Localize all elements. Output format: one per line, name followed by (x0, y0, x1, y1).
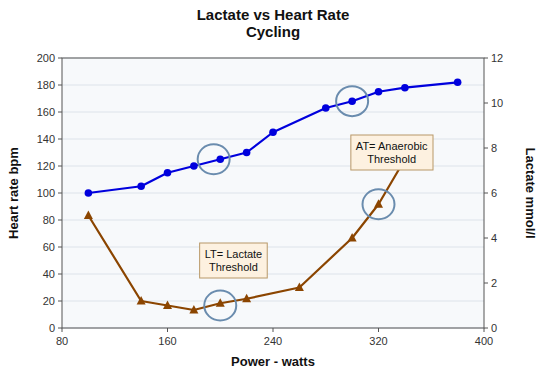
series-marker (216, 155, 224, 163)
series-marker (242, 294, 251, 303)
y-tick (58, 85, 62, 86)
y-tick (58, 247, 62, 248)
highlight-ellipse (336, 86, 368, 116)
x-tick-label: 400 (475, 335, 493, 347)
x-tick-label: 240 (264, 335, 282, 347)
highlight-ellipse (198, 144, 230, 174)
y-tick-label: 40 (43, 268, 55, 280)
annotation: LT= LactateThreshold (200, 243, 268, 278)
y2-tick (484, 328, 488, 329)
plot-area (62, 58, 484, 328)
y-axis-label: Heart rate bpm (6, 147, 21, 239)
y2-tick-label: 8 (491, 142, 497, 154)
y2-tick (484, 283, 488, 284)
x-tick-label: 80 (56, 335, 68, 347)
y2-tick-label: 2 (491, 277, 497, 289)
series-marker (189, 305, 198, 314)
grid-line (62, 112, 484, 113)
y2-axis-label: Lactate mmol/l (523, 147, 538, 238)
series-marker (137, 182, 145, 190)
y-tick (58, 301, 62, 302)
y-tick-label: 0 (49, 322, 55, 334)
x-tick (273, 328, 274, 332)
y2-tick (484, 193, 488, 194)
y-tick (58, 328, 62, 329)
title: Lactate vs Heart RateCycling (197, 6, 350, 40)
y-tick (58, 220, 62, 221)
y-tick (58, 274, 62, 275)
x-axis-label: Power - watts (231, 354, 315, 369)
series-marker (401, 84, 409, 92)
y-tick-label: 140 (37, 133, 55, 145)
y2-tick (484, 238, 488, 239)
series-marker (322, 104, 330, 112)
series-marker (454, 79, 462, 87)
chart: 8016024032040002040608010012014016018020… (0, 0, 546, 386)
series-marker (374, 199, 383, 208)
series-marker (243, 149, 251, 157)
annotation-box (200, 243, 268, 278)
series-marker (375, 88, 383, 96)
y2-tick (484, 148, 488, 149)
y-tick (58, 112, 62, 113)
annotation-text: AT= AnaerobicThreshold (356, 140, 428, 165)
y-tick (58, 166, 62, 167)
x-tick-label: 320 (369, 335, 387, 347)
series-marker (348, 233, 357, 242)
series-marker (163, 301, 172, 310)
grid-line (62, 301, 484, 302)
y2-tick-label: 4 (491, 232, 497, 244)
x-tick (167, 328, 168, 332)
y2-tick-label: 12 (491, 52, 503, 64)
x-tick (484, 328, 485, 332)
grid-line (62, 220, 484, 221)
series-marker (137, 296, 146, 305)
series-line (88, 159, 405, 310)
plot-frame (62, 58, 484, 328)
y-tick-label: 100 (37, 187, 55, 199)
y-tick-label: 20 (43, 295, 55, 307)
series-marker (216, 298, 225, 307)
series-marker (348, 97, 356, 105)
series-marker (164, 169, 172, 177)
series-marker (85, 189, 93, 197)
y2-tick-label: 10 (491, 97, 503, 109)
series-marker (269, 128, 277, 136)
y-tick (58, 193, 62, 194)
plot-marks (84, 79, 462, 321)
y2-tick (484, 103, 488, 104)
series-marker (295, 283, 304, 292)
y-tick-label: 180 (37, 79, 55, 91)
y-tick-label: 160 (37, 106, 55, 118)
annotation: AT= AnaerobicThreshold (351, 135, 433, 170)
highlight-ellipse (204, 291, 236, 321)
y-tick-label: 80 (43, 214, 55, 226)
y-tick-label: 200 (37, 52, 55, 64)
y-tick (58, 58, 62, 59)
annotation-box (351, 135, 433, 170)
y2-tick-label: 0 (491, 322, 497, 334)
highlight-ellipse (363, 189, 395, 219)
y2-tick (484, 58, 488, 59)
series-line (88, 82, 457, 193)
grid-line (62, 193, 484, 194)
x-tick-label: 160 (158, 335, 176, 347)
y-tick-label: 60 (43, 241, 55, 253)
x-tick (62, 328, 63, 332)
y-tick-label: 120 (37, 160, 55, 172)
series-marker (84, 211, 93, 220)
x-tick (378, 328, 379, 332)
annotation-text: LT= LactateThreshold (205, 248, 263, 273)
y-tick (58, 139, 62, 140)
y2-tick-label: 6 (491, 187, 497, 199)
series-marker (190, 162, 198, 170)
grid-line (62, 247, 484, 248)
